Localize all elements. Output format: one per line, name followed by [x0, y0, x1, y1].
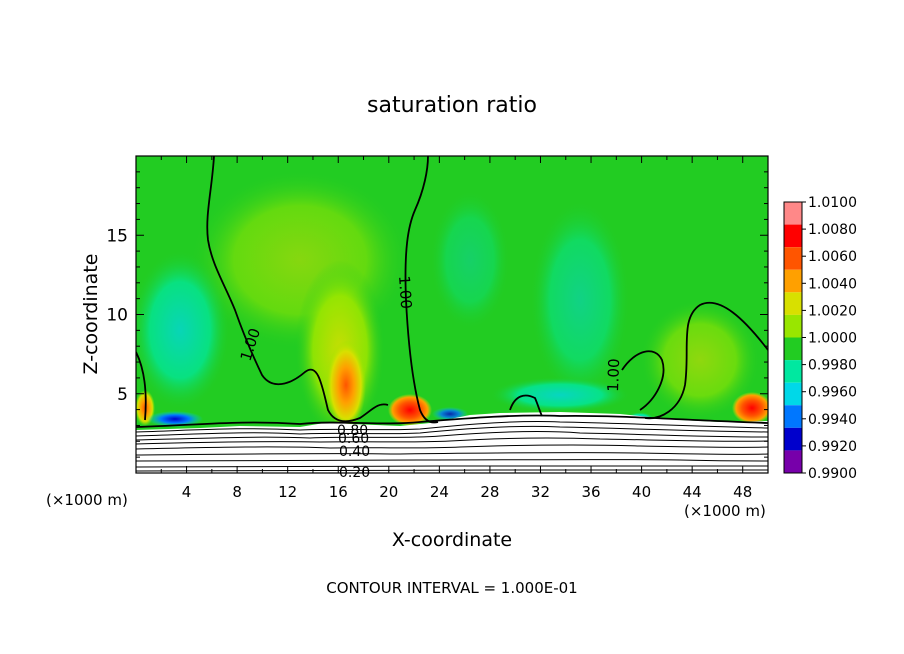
colorbar-swatch [784, 269, 802, 293]
colorbar-swatch [784, 292, 802, 315]
colorbar-label: 1.0000 [808, 331, 857, 347]
contour-label: 0.80 [337, 423, 368, 439]
y-axis-label: Z-coordinate [80, 254, 102, 375]
colorbar-swatch [784, 450, 802, 473]
field-dry-region [430, 190, 510, 330]
y-tick-label: 5 [117, 385, 128, 405]
x-unit-label-right: (×1000 m) [684, 502, 766, 520]
x-unit-label-left: (×1000 m) [46, 491, 128, 509]
x-tick-label: 36 [581, 483, 600, 501]
x-tick-label: 48 [733, 483, 752, 501]
colorbar-swatch [784, 337, 802, 361]
colorbar-label: 0.9980 [808, 358, 857, 374]
x-axis-label: X-coordinate [392, 529, 512, 551]
contour-label: 1.00 [395, 275, 415, 310]
colorbar-swatch [784, 360, 802, 383]
y-axis: 5 10 15 [106, 171, 768, 458]
colorbar-swatch [784, 247, 802, 270]
x-tick-label: 28 [480, 483, 499, 501]
chart-title: saturation ratio [367, 93, 537, 118]
contour-label: 0.60 [338, 431, 369, 447]
field-moist-peak [388, 394, 432, 426]
colorbar-swatch [784, 314, 802, 338]
field-dry-region [136, 250, 230, 410]
x-tick-label: 40 [632, 483, 651, 501]
x-axis: 4 8 12 16 20 24 28 32 36 40 44 48 [160, 156, 752, 501]
contour-interval-note: CONTOUR INTERVAL = 1.000E-01 [326, 579, 577, 597]
field-lower-region [136, 412, 768, 473]
colorbar-label: 0.9920 [808, 439, 857, 455]
field-moist-peak [732, 392, 768, 424]
field-dry-minimum [147, 411, 203, 427]
x-tick-label: 24 [430, 483, 449, 501]
colorbar-label: 1.0060 [808, 249, 857, 265]
colorbar-label: 1.0080 [808, 222, 857, 238]
x-tick-label: 44 [683, 483, 702, 501]
plot-field [136, 156, 768, 473]
x-tick-label: 32 [531, 483, 550, 501]
contour-label: 0.40 [339, 444, 370, 460]
colorbar-swatch [784, 224, 802, 248]
colorbar-label: 1.0020 [808, 303, 857, 319]
field-moist-peak [326, 340, 366, 430]
colorbar-swatch [784, 405, 802, 428]
contour-label: 1.00 [604, 358, 623, 392]
colorbar-swatch [784, 202, 802, 225]
y-tick-label: 10 [106, 306, 128, 326]
x-tick-label: 20 [379, 483, 398, 501]
colorbar-label: 0.9900 [808, 466, 857, 482]
colorbar-label: 0.9940 [808, 412, 857, 428]
colorbar-label: 0.9960 [808, 385, 857, 401]
x-tick-label: 16 [329, 483, 348, 501]
colorbar-label: 1.0040 [808, 276, 857, 292]
field-dry-region [490, 377, 630, 413]
colorbar: 1.0100 1.0080 1.0060 1.0040 1.0020 1.0000 0.99… [783, 195, 857, 482]
contour-label: 0.20 [339, 465, 370, 481]
field-dry-region [530, 200, 630, 400]
x-tick-label: 12 [278, 483, 297, 501]
colorbar-swatch [784, 382, 802, 406]
x-tick-label: 8 [232, 483, 242, 501]
unity-contours [136, 156, 768, 424]
colorbar-swatch [784, 427, 802, 451]
field-moist-region [640, 300, 760, 420]
colorbar-label: 1.0100 [808, 195, 857, 211]
lower-contours [136, 414, 768, 472]
x-tick-label: 4 [182, 483, 192, 501]
y-tick-label: 15 [106, 226, 128, 246]
